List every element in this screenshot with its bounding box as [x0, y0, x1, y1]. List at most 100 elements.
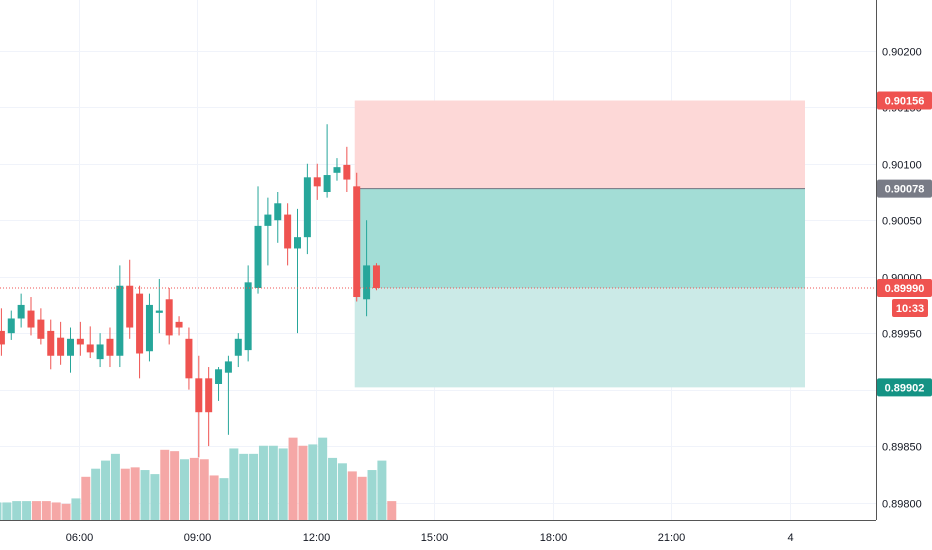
- volume-bar: [268, 445, 278, 520]
- volume-bar: [367, 470, 377, 520]
- candle-body: [155, 310, 163, 313]
- candle-body: [215, 369, 223, 384]
- short-position-tool[interactable]: [354, 100, 805, 388]
- candle-body: [37, 319, 45, 339]
- volume-bar: [81, 476, 91, 520]
- volume-bar: [179, 459, 189, 520]
- candle-body: [254, 225, 262, 288]
- volume-bar: [258, 445, 268, 520]
- volume-bar: [239, 453, 249, 520]
- price-tick-label: 0.89800: [882, 499, 922, 511]
- candle-body: [145, 304, 153, 352]
- candle-body: [96, 344, 104, 360]
- volume-bar: [219, 478, 229, 520]
- candle-body: [136, 293, 144, 354]
- volume-bar: [22, 501, 32, 520]
- volume-bar: [61, 503, 71, 520]
- candle-body: [116, 285, 124, 356]
- volume-bar: [41, 501, 51, 520]
- candle-body: [47, 330, 55, 356]
- stop-price-badge: 0.90156: [877, 91, 932, 110]
- volume-bar: [357, 476, 367, 520]
- candle-body: [205, 378, 213, 413]
- volume-bar: [209, 475, 219, 520]
- volume-bar: [278, 448, 288, 520]
- candle-body: [372, 265, 380, 288]
- price-tick-label: 0.89950: [882, 329, 922, 341]
- time-tick-label: 09:00: [184, 532, 212, 544]
- price-tick-label: 0.89850: [882, 442, 922, 454]
- candle-body: [343, 164, 351, 180]
- candle-body: [126, 285, 134, 328]
- volume-bar: [347, 471, 357, 520]
- time-tick-label: 06:00: [66, 532, 94, 544]
- candle-body: [353, 186, 361, 298]
- candle-body: [195, 378, 203, 413]
- current-price-badge-box: [877, 278, 932, 297]
- volume-bar: [189, 457, 199, 520]
- candle-body: [264, 214, 272, 226]
- candle-body: [303, 177, 311, 238]
- candle-body: [165, 299, 173, 336]
- volume-bar: [298, 445, 308, 520]
- volume-bar: [377, 460, 387, 520]
- entry-price-badge: 0.90078: [877, 179, 932, 198]
- candle-body: [57, 337, 65, 356]
- target-price-badge-box: [877, 378, 932, 397]
- volume-bar: [160, 449, 170, 520]
- price-tick-label: 0.90200: [882, 47, 922, 59]
- candle-body: [175, 321, 183, 328]
- volume-bar: [0, 502, 2, 520]
- candle-body: [27, 310, 35, 328]
- candle-body: [313, 177, 321, 187]
- candle-body: [274, 203, 282, 221]
- volume-bar: [101, 460, 111, 520]
- price-tick-label: 0.90100: [882, 160, 922, 172]
- stop-price-badge-box: [877, 91, 932, 110]
- candle-body: [0, 330, 5, 345]
- entry-price-badge-text: 0.90078: [885, 184, 925, 196]
- stop-price-badge-text: 0.90156: [885, 96, 925, 108]
- candle-body: [363, 265, 371, 300]
- time-tick-label: 12:00: [303, 532, 331, 544]
- stop-loss-zone: [354, 100, 805, 189]
- candle-body: [244, 282, 252, 351]
- countdown-badge: 10:33: [892, 298, 928, 317]
- price-tick-label: 0.90050: [882, 216, 922, 228]
- candle-body: [106, 338, 114, 356]
- candlestick-series: [0, 124, 380, 458]
- volume-bar: [229, 448, 239, 520]
- volume-bars: [0, 437, 397, 520]
- candle-body: [224, 361, 232, 373]
- target-price-badge-text: 0.89902: [885, 382, 925, 394]
- volume-bar: [337, 463, 347, 520]
- volume-bar: [328, 457, 338, 520]
- axes: [0, 0, 877, 521]
- entry-price-badge-box: [877, 179, 932, 198]
- volume-bar: [170, 451, 180, 520]
- candle-body: [66, 338, 74, 356]
- current-price-badge: 0.89990: [877, 278, 932, 297]
- time-tick-label: 21:00: [658, 532, 686, 544]
- volume-bar: [110, 453, 120, 520]
- countdown-badge-box: [892, 298, 928, 317]
- candle-body: [284, 214, 292, 249]
- volume-bar: [150, 474, 160, 520]
- target-price-badge: 0.89902: [877, 378, 932, 397]
- price-axis-badges: 0.90156 0.90078 0.89990 10:33 0.89902: [877, 91, 932, 397]
- candle-body: [185, 338, 193, 379]
- candle-body: [17, 304, 25, 319]
- volume-bar: [140, 470, 150, 520]
- open-profit-zone: [354, 188, 805, 288]
- time-tick-label: 18:00: [540, 532, 568, 544]
- countdown-badge-text: 10:33: [896, 303, 924, 315]
- volume-bar: [199, 459, 209, 520]
- volume-bar: [249, 453, 259, 520]
- time-tick-label: 4: [787, 532, 793, 544]
- time-tick-label: 15:00: [421, 532, 449, 544]
- volume-bar: [51, 502, 61, 520]
- current-price-badge-text: 0.89990: [885, 283, 925, 295]
- candle-body: [234, 338, 242, 356]
- volume-bar: [2, 502, 12, 520]
